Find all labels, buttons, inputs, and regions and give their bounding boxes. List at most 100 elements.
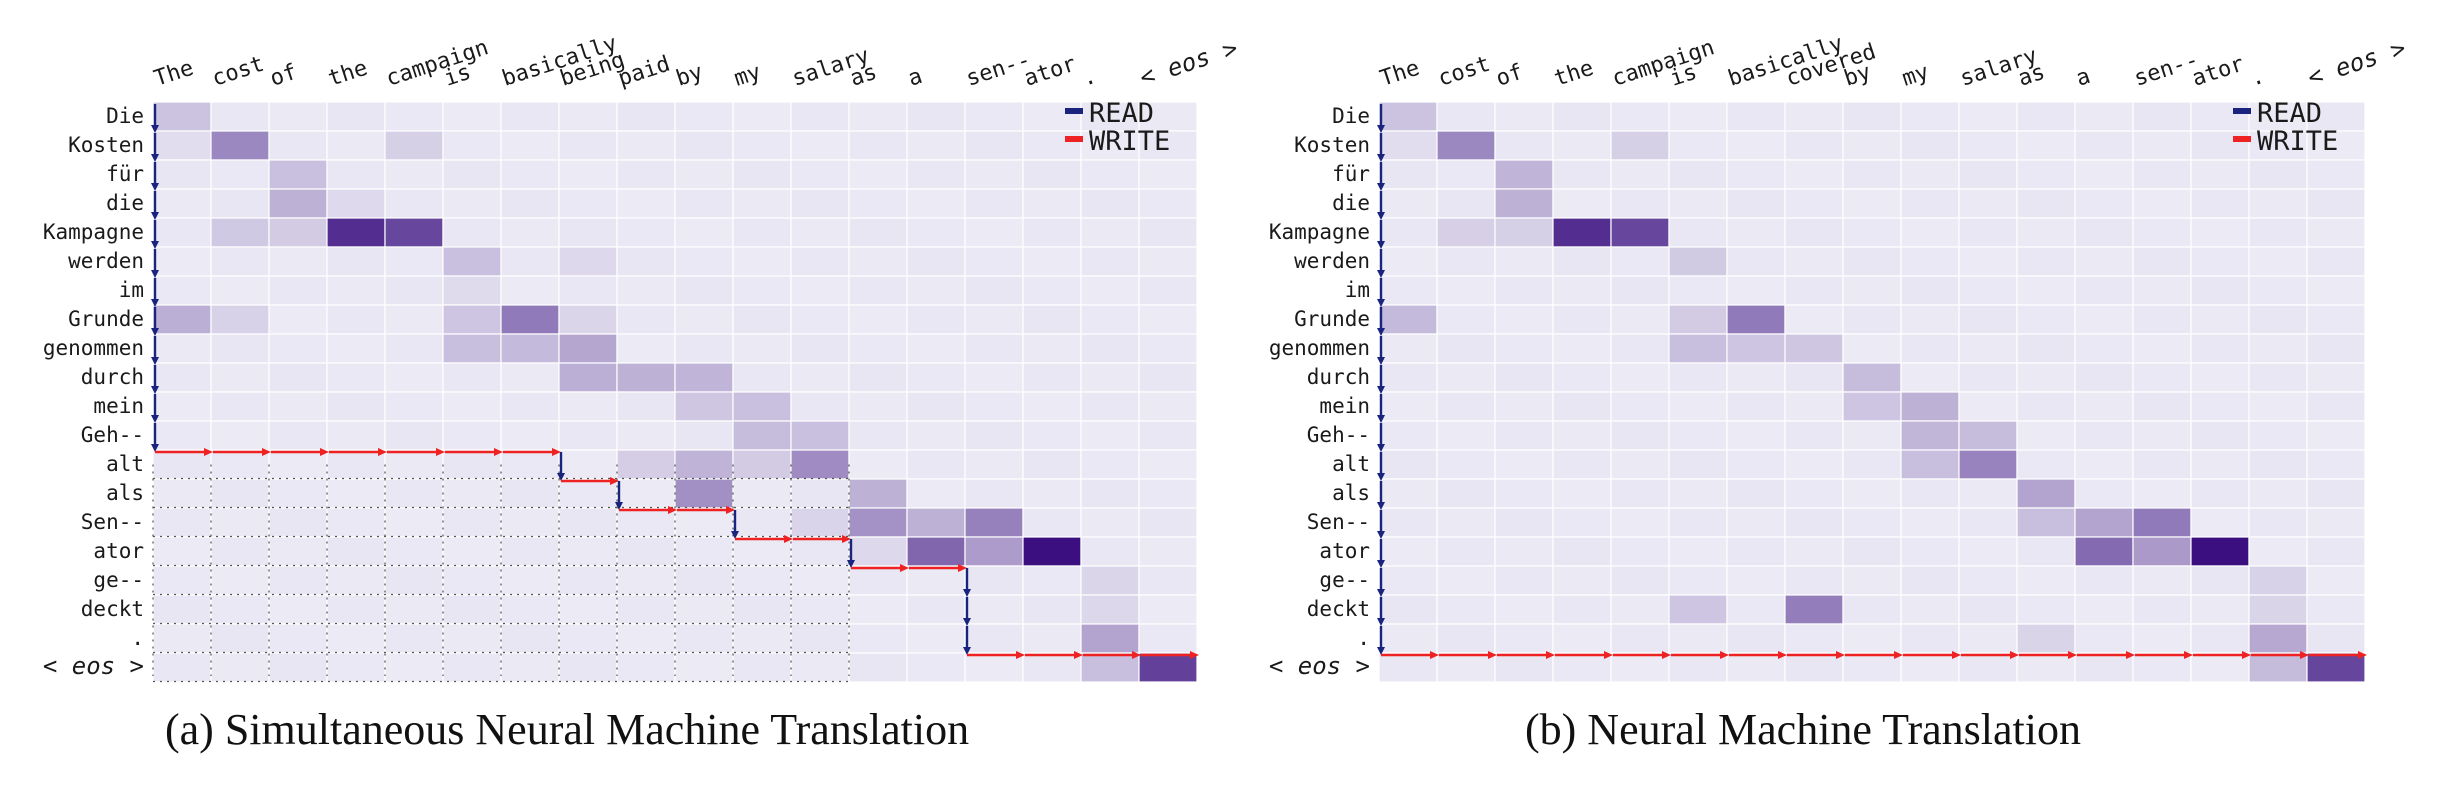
- read-arrowhead: [1377, 502, 1385, 510]
- source-token: < eos >: [43, 652, 144, 680]
- attention-cell: [384, 304, 444, 335]
- attention-cell: [1842, 594, 1902, 625]
- attention-cell: [1610, 449, 1670, 480]
- attention-cell: [1022, 101, 1082, 132]
- attention-cell: [1494, 246, 1554, 277]
- attention-cell: [906, 275, 966, 306]
- attention-cell: [268, 304, 328, 335]
- attention-cell: [1784, 449, 1844, 480]
- attention-cell: [906, 623, 966, 654]
- attention-cell: [2132, 391, 2192, 422]
- attention-cell: [1022, 391, 1082, 422]
- attention-cell: [1958, 652, 2018, 683]
- attention-cell: [210, 333, 270, 364]
- attention-cell: [152, 565, 212, 596]
- attention-cell: [1080, 275, 1140, 306]
- attention-cell: [1080, 333, 1140, 364]
- attention-cell: [1842, 420, 1902, 451]
- attention-cell: [1610, 333, 1670, 364]
- attention-cell: [1552, 159, 1612, 190]
- attention-cell: [2306, 478, 2366, 509]
- attention-cell: [558, 420, 618, 451]
- attention-cell: [1378, 449, 1438, 480]
- write-arrowhead: [1430, 651, 1439, 659]
- attention-cell: [1138, 507, 1198, 538]
- write-arrowhead: [2358, 651, 2367, 659]
- attention-cell: [1436, 304, 1496, 335]
- attention-cell: [2074, 652, 2134, 683]
- target-token: by: [673, 60, 706, 92]
- attention-cell: [1842, 623, 1902, 654]
- attention-cell: [152, 333, 212, 364]
- attention-cell: [326, 594, 386, 625]
- attention-cell: [1784, 362, 1844, 393]
- attention-cell: [1552, 362, 1612, 393]
- attention-cell: [1494, 507, 1554, 538]
- attention-cell: [2016, 391, 2076, 422]
- attention-cell: [674, 565, 734, 596]
- attention-cell: [1668, 565, 1728, 596]
- attention-cell: [2074, 420, 2134, 451]
- read-arrowhead: [151, 241, 159, 249]
- attention-cell: [1726, 507, 1786, 538]
- attention-cell: [1494, 217, 1554, 248]
- attention-cell: [790, 304, 850, 335]
- attention-cell: [1436, 362, 1496, 393]
- attention-cell: [1436, 478, 1496, 509]
- attention-cell: [1784, 304, 1844, 335]
- read-arrowhead: [1377, 212, 1385, 220]
- attention-cell: [1958, 362, 2018, 393]
- attention-cell: [790, 536, 850, 567]
- attention-cell: [1494, 362, 1554, 393]
- attention-cell: [1726, 246, 1786, 277]
- attention-cell: [268, 449, 328, 480]
- attention-cell: [1842, 362, 1902, 393]
- attention-cell: [2016, 449, 2076, 480]
- attention-cell: [2074, 449, 2134, 480]
- attention-cell: [1726, 130, 1786, 161]
- write-arrowhead: [2242, 651, 2251, 659]
- attention-cell: [2132, 217, 2192, 248]
- attention-cell: [1080, 623, 1140, 654]
- attention-cell: [616, 565, 676, 596]
- attention-cell: [210, 565, 270, 596]
- attention-cell: [384, 565, 444, 596]
- attention-cell: [1784, 478, 1844, 509]
- attention-cell: [906, 159, 966, 190]
- attention-cell: [1022, 130, 1082, 161]
- attention-cell: [152, 478, 212, 509]
- attention-cell: [558, 101, 618, 132]
- target-token: campaign: [1609, 35, 1718, 92]
- attention-cell: [790, 391, 850, 422]
- attention-cell: [1784, 420, 1844, 451]
- attention-cell: [1610, 275, 1670, 306]
- attention-cell: [268, 362, 328, 393]
- attention-cell: [2074, 130, 2134, 161]
- attention-cell: [500, 507, 560, 538]
- attention-cell: [674, 333, 734, 364]
- attention-cell: [2248, 536, 2308, 567]
- read-arrowhead: [1377, 183, 1385, 191]
- attention-cell: [1610, 246, 1670, 277]
- attention-cell: [1138, 130, 1198, 161]
- attention-cell: [268, 594, 328, 625]
- attention-cell: [1784, 275, 1844, 306]
- attention-cell: [906, 536, 966, 567]
- attention-cell: [848, 623, 908, 654]
- attention-cell: [732, 333, 792, 364]
- target-token: .: [2247, 64, 2267, 92]
- attention-cell: [326, 101, 386, 132]
- attention-cell: [1378, 420, 1438, 451]
- write-arrowhead: [1604, 651, 1613, 659]
- attention-cell: [1668, 130, 1728, 161]
- attention-cell: [1138, 333, 1198, 364]
- attention-cell: [1080, 594, 1140, 625]
- attention-cell: [906, 449, 966, 480]
- attention-cell: [1436, 130, 1496, 161]
- attention-cell: [1080, 217, 1140, 248]
- attention-cell: [906, 594, 966, 625]
- target-token: a: [2073, 64, 2093, 92]
- attention-cell: [1436, 246, 1496, 277]
- source-token: .: [1357, 626, 1370, 650]
- attention-cell: [790, 333, 850, 364]
